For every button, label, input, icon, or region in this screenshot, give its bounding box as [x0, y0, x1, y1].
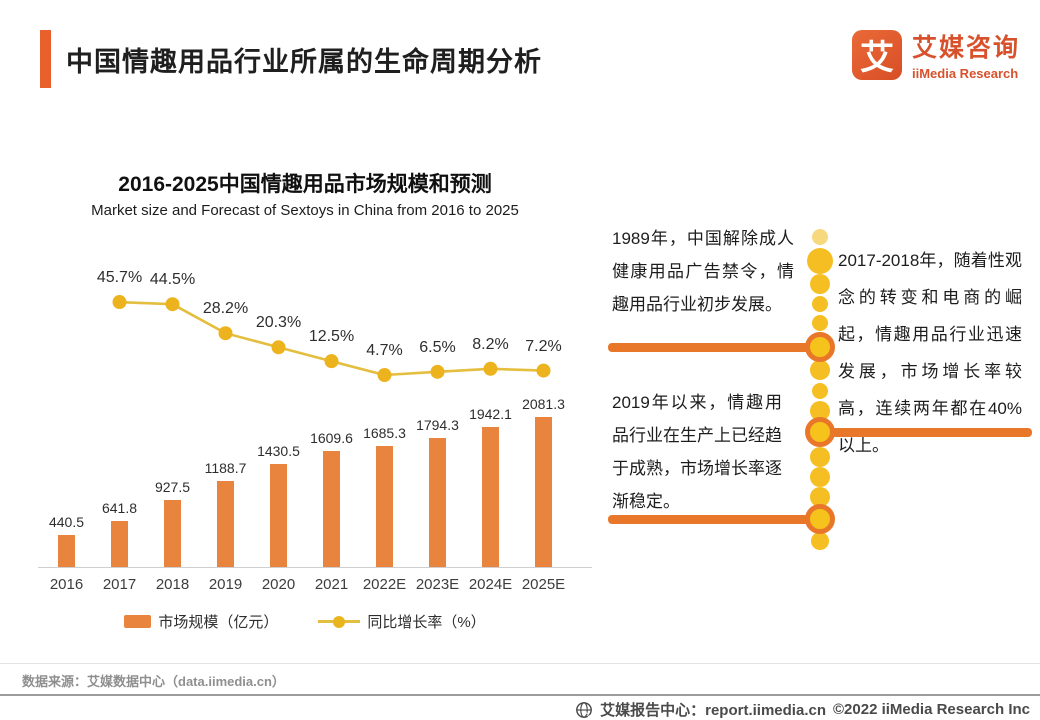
footer-copyright: ©2022 iiMedia Research Inc [833, 701, 1030, 718]
bar-2025E [535, 417, 552, 567]
bar-value-label: 927.5 [154, 479, 191, 495]
x-axis-label-2022E: 2022E [362, 576, 407, 593]
growth-value-label: 20.3% [255, 314, 302, 332]
chart-subtitle: Market size and Forecast of Sextoys in C… [91, 202, 519, 219]
timeline-dot [812, 296, 828, 312]
timeline-dot [812, 229, 828, 245]
x-axis-label-2023E: 2023E [415, 576, 460, 593]
growth-dot-2019 [218, 326, 233, 341]
chart-legend: 市场规模（亿元） 同比增长率（%） [40, 611, 570, 632]
bar-2020 [270, 464, 287, 567]
x-axis-label-2016: 2016 [49, 576, 84, 593]
bar-2017 [111, 521, 128, 567]
footer-bar: 艾媒报告中心：report.iimedia.cn ©2022 iiMedia R… [575, 699, 1030, 720]
timeline-milestone-dot [805, 332, 835, 362]
bar-series-swatch [124, 615, 152, 628]
timeline-dot [811, 532, 829, 550]
timeline-dot [810, 487, 830, 507]
growth-line-series [112, 295, 551, 383]
x-axis-labels: 2016 2017 2018 2019 2020 2021 2022E 2023E 2024E 2… [40, 576, 570, 593]
growth-dot-2025E [536, 363, 551, 378]
timeline-event-2019: 2019年以来，情趣用品行业在生产上已经趋于成熟，市场增长率逐渐稳定。 [612, 393, 782, 511]
logo-name-cn: 艾媒咨询 [912, 34, 1021, 62]
growth-value-label: 6.5% [419, 338, 456, 356]
brand-logo: 艾 艾媒咨询 iiMedia Research [852, 28, 1020, 81]
timeline-dot [810, 360, 830, 380]
data-source-note: 数据来源：艾媒数据中心（data.iimedia.cn） [22, 674, 285, 689]
timeline-event-1989: 1989年，中国解除成人健康用品广告禁令，情趣用品行业初步发展。 [612, 229, 794, 314]
timeline-event-2017-2018: 2017-2018年，随着性观念的转变和电商的崛起，情趣用品行业迅速发展，市场增… [838, 251, 1022, 455]
timeline-dot [810, 274, 830, 294]
growth-dot-2017 [112, 295, 127, 310]
timeline-connector-left [608, 343, 814, 352]
growth-value-label: 7.2% [525, 337, 562, 355]
legend-item-growth-rate: 同比增长率（%） [318, 611, 486, 632]
x-axis-label-2021: 2021 [314, 576, 349, 593]
timeline-milestone-dot [805, 504, 835, 534]
bar-value-label: 1609.6 [310, 430, 353, 446]
growth-dot-2020 [271, 340, 286, 355]
divider-line-bottom [0, 694, 1040, 696]
timeline-dot [812, 315, 828, 331]
line-series-swatch [318, 615, 361, 628]
page-title: 中国情趣用品行业所属的生命周期分析 [66, 47, 542, 77]
growth-value-label: 28.2% [202, 300, 249, 318]
legend-label-growth-rate: 同比增长率（%） [367, 614, 486, 631]
x-axis-label-2025E: 2025E [521, 576, 566, 593]
bar-2021 [323, 451, 340, 567]
x-axis-line [38, 567, 592, 568]
legend-label-market-size: 市场规模（亿元） [158, 614, 279, 631]
bar-value-label: 1942.1 [469, 406, 512, 422]
growth-value-label: 45.7% [96, 269, 143, 287]
logo-glyph: 艾 [860, 39, 894, 77]
footer-report-center[interactable]: 艾媒报告中心：report.iimedia.cn [600, 702, 826, 719]
growth-dot-2022E [377, 368, 392, 383]
logo-name-en: iiMedia Research [912, 66, 1019, 81]
x-axis-label-2020: 2020 [261, 576, 296, 593]
growth-dot-2024E [483, 361, 498, 376]
bar-2018 [164, 500, 181, 567]
bar-value-label: 641.8 [101, 500, 138, 516]
timeline-dot [810, 467, 830, 487]
bar-value-label: 1188.7 [204, 460, 247, 476]
bar-value-label: 2081.3 [522, 396, 565, 412]
timeline-dot [807, 248, 833, 274]
bar-2023E [429, 438, 446, 567]
growth-value-label: 4.7% [366, 342, 403, 360]
bar-2022E [376, 446, 393, 567]
timeline-dot [812, 383, 828, 399]
title-accent-bar [40, 30, 51, 88]
legend-item-market-size: 市场规模（亿元） [124, 611, 278, 632]
timeline-connector-left [608, 515, 814, 524]
x-axis-label-2017: 2017 [102, 576, 137, 593]
x-axis-label-2024E: 2024E [468, 576, 513, 593]
combo-chart-plot: 440.5 641.8 927.5 1188.7 1430.5 1609.6 1685.3 1… [38, 268, 592, 568]
growth-value-label: 12.5% [308, 328, 355, 346]
timeline-milestone-dot [805, 417, 835, 447]
timeline-dot [810, 447, 830, 467]
bar-value-label: 1430.5 [257, 443, 300, 459]
bar-2019 [217, 481, 234, 567]
x-axis-label-2018: 2018 [155, 576, 190, 593]
bar-value-label: 440.5 [48, 514, 85, 530]
timeline-connector-right [826, 428, 1032, 437]
bar-2016 [58, 535, 75, 567]
chart-title: 2016-2025中国情趣用品市场规模和预测 [118, 173, 492, 196]
growth-dot-2023E [430, 364, 445, 379]
bar-value-label: 1794.3 [416, 417, 459, 433]
x-axis-label-2019: 2019 [208, 576, 243, 593]
bar-value-label: 1685.3 [363, 425, 406, 441]
line-swatch-dot [333, 615, 346, 628]
logo-text: 艾媒咨询 iiMedia Research [912, 28, 1020, 81]
growth-dot-2018 [165, 297, 180, 312]
growth-value-label: 8.2% [472, 335, 509, 353]
growth-dot-2021 [324, 354, 339, 369]
timeline-dot [810, 401, 830, 421]
divider-line-top [0, 663, 1040, 664]
iimedia-logo-icon: 艾 [852, 29, 902, 80]
growth-value-label: 44.5% [149, 271, 196, 289]
globe-icon [576, 701, 593, 718]
bar-2024E [482, 427, 499, 567]
